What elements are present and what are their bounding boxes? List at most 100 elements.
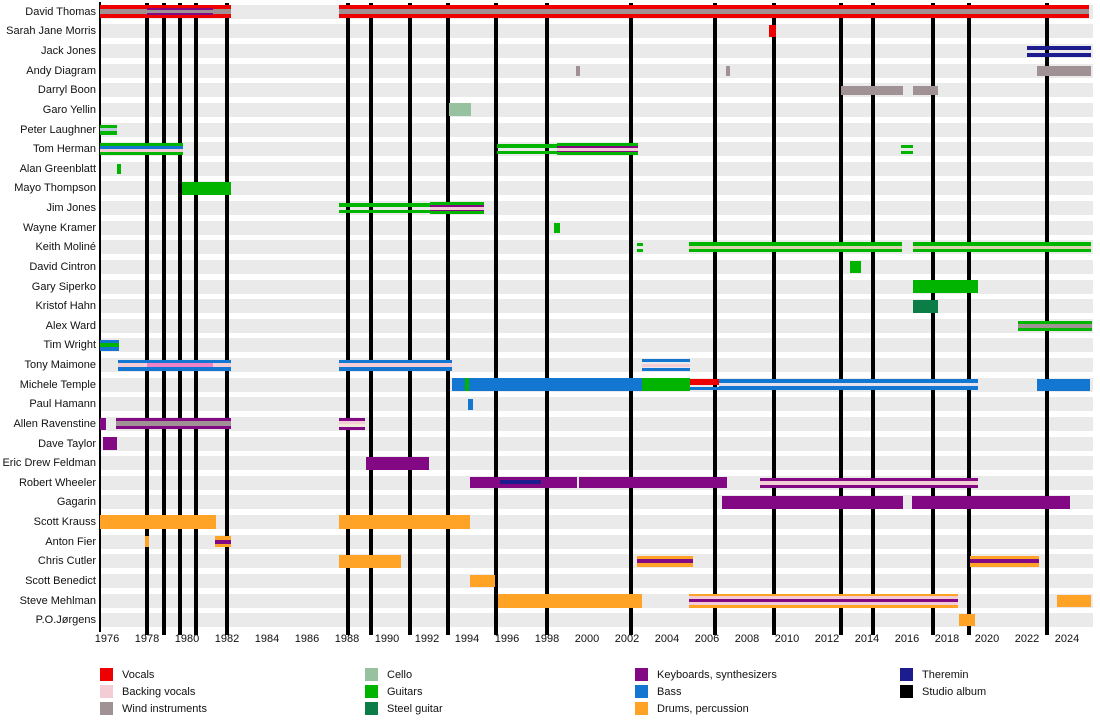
legend-swatch (635, 685, 648, 698)
timeline-bar-segment (339, 203, 430, 214)
member-row-band (100, 220, 1093, 235)
instrument-stripe (100, 131, 117, 135)
legend-label: Theremin (922, 669, 969, 681)
instrument-stripe (689, 605, 958, 608)
studio-album-line (408, 3, 412, 635)
timeline-bar-segment (117, 163, 121, 174)
instrument-stripe (215, 539, 231, 544)
timeline-bar-segment (912, 495, 1070, 509)
timeline-bar-segment (339, 515, 470, 530)
instrument-stripe (913, 299, 938, 313)
instrument-stripe (637, 243, 643, 247)
instrument-stripe (690, 379, 719, 386)
member-label: David Thomas (25, 5, 96, 18)
member-label: Gary Siperko (31, 280, 96, 293)
instrument-stripe (497, 144, 557, 148)
x-axis-year-label: 2024 (1054, 633, 1080, 645)
studio-album-line (162, 3, 166, 635)
instrument-stripe (901, 144, 913, 148)
x-axis-year-label: 2002 (614, 633, 640, 645)
timeline-bar-segment (449, 103, 471, 117)
instrument-stripe (339, 363, 452, 368)
instrument-stripe (116, 426, 231, 430)
instrument-stripe (557, 150, 638, 153)
timeline-bar-segment (116, 418, 231, 430)
timeline-bar-segment (541, 477, 577, 489)
instrument-stripe (970, 559, 1039, 564)
instrument-stripe (430, 205, 484, 207)
timeline-bar-segment (913, 299, 938, 313)
timeline-bar-segment (145, 536, 149, 548)
instrument-stripe (147, 5, 213, 9)
x-axis-year-label: 2004 (654, 633, 680, 645)
timeline-bar-segment (1037, 378, 1090, 391)
instrument-stripe (100, 152, 183, 156)
instrument-stripe (339, 424, 365, 427)
instrument-stripe (118, 363, 147, 368)
member-label: Tom Herman (33, 143, 96, 156)
studio-album-line (446, 3, 450, 635)
instrument-stripe (642, 359, 690, 363)
instrument-stripe (970, 555, 1039, 560)
instrument-stripe (339, 14, 1089, 19)
timeline-bar-segment (1027, 45, 1091, 57)
timeline-bar-segment (1037, 65, 1091, 76)
timeline-bar-segment (469, 378, 642, 392)
instrument-stripe (100, 5, 147, 10)
timeline-bar-segment (213, 5, 231, 19)
member-row-band (100, 397, 1093, 412)
timeline-bar-segment (103, 437, 117, 451)
timeline-bar-segment (850, 260, 861, 273)
instrument-stripe (470, 574, 495, 587)
instrument-stripe (637, 555, 693, 560)
y-axis-line (98, 2, 101, 632)
legend-label: Drums, percussion (657, 703, 749, 715)
timeline-bar-segment (339, 418, 365, 430)
studio-album-line (145, 3, 149, 635)
timeline-bar-segment (722, 495, 903, 509)
instrument-stripe (100, 515, 216, 530)
studio-album-line (713, 3, 717, 635)
instrument-stripe (912, 495, 1070, 509)
instrument-stripe (726, 65, 730, 76)
instrument-stripe (118, 359, 147, 364)
member-row-band (100, 358, 1093, 373)
timeline-bar-segment (637, 243, 643, 252)
member-label: Allen Ravenstine (13, 417, 96, 430)
instrument-stripe (430, 202, 484, 206)
instrument-stripe (689, 593, 958, 597)
instrument-stripe (116, 418, 231, 422)
instrument-stripe (579, 477, 727, 489)
legend-label: Guitars (387, 686, 423, 698)
member-label: Scott Benedict (25, 574, 96, 587)
member-row-band (100, 44, 1093, 59)
instrument-stripe (637, 563, 693, 567)
instrument-stripe (452, 378, 465, 392)
x-axis-year-label: 1994 (454, 633, 480, 645)
instrument-stripe (339, 426, 365, 430)
member-label: P.O.Jørgens (35, 614, 96, 627)
instrument-stripe (1027, 52, 1091, 57)
x-axis-year-label: 2020 (974, 633, 1000, 645)
instrument-stripe (339, 421, 365, 425)
timeline-bar-segment (913, 280, 978, 294)
instrument-stripe (913, 242, 1091, 246)
instrument-stripe (213, 363, 231, 368)
legend-label: Vocals (122, 669, 155, 681)
member-row-band (100, 416, 1093, 431)
x-axis-year-label: 1978 (134, 633, 160, 645)
member-label: Wayne Kramer (23, 221, 96, 234)
member-label: Darryl Boon (37, 84, 96, 97)
member-row-band (100, 181, 1093, 196)
instrument-stripe (1057, 594, 1091, 607)
instrument-stripe (118, 367, 147, 371)
member-label: Paul Hamann (29, 398, 96, 411)
instrument-stripe (689, 248, 902, 253)
x-axis-year-label: 1996 (494, 633, 520, 645)
legend-swatch (900, 685, 913, 698)
studio-album-line (1045, 3, 1049, 635)
instrument-stripe (145, 536, 149, 548)
x-axis-year-label: 2010 (774, 633, 800, 645)
member-row-band (100, 63, 1093, 78)
x-axis-year-label: 1990 (374, 633, 400, 645)
